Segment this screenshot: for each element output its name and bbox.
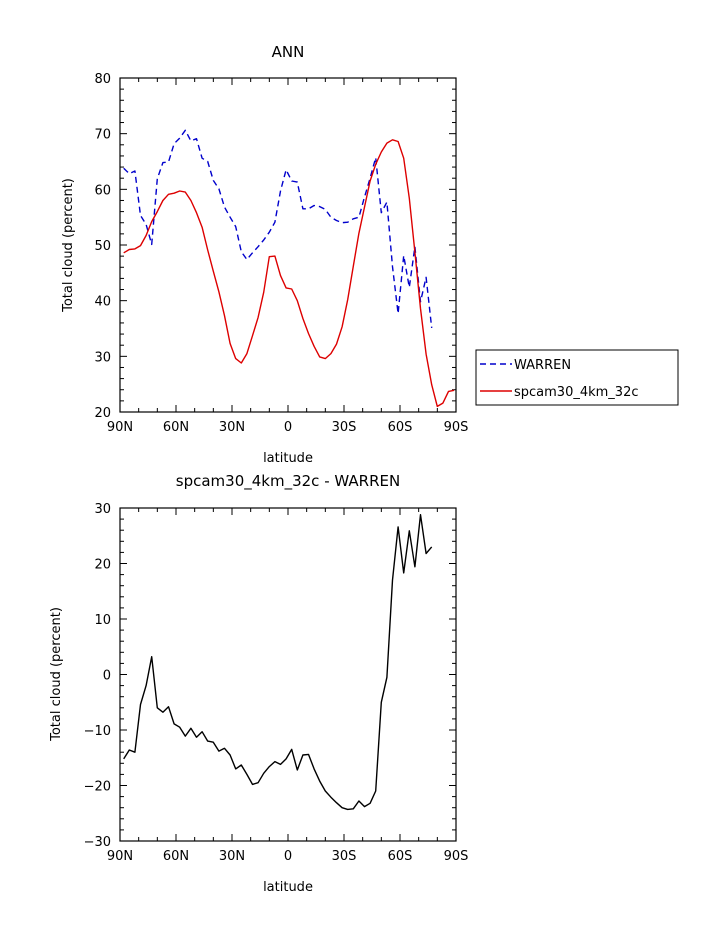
x-tick-label: 60S <box>388 420 413 435</box>
bottom-plot-lines <box>123 514 433 811</box>
series-line-warren <box>123 129 433 328</box>
x-tick-label: 90N <box>107 849 133 864</box>
x-tick-label: 30N <box>219 849 245 864</box>
y-tick-label: −10 <box>84 724 111 739</box>
x-tick-label: 0 <box>284 420 292 435</box>
y-tick-label: −30 <box>84 835 111 850</box>
y-tick-label: 30 <box>94 502 111 517</box>
bottom-x-axis-label: latitude <box>263 880 313 895</box>
x-tick-label: 60N <box>163 420 189 435</box>
y-tick-label: 40 <box>94 295 111 310</box>
legend-box <box>475 349 679 406</box>
bottom-axes: 90N 60N 30N 0 30S 60S 90S −30 −20 −10 0 10 20 30 <box>84 502 469 864</box>
series-line-difference <box>123 514 433 811</box>
y-tick-label: 60 <box>94 183 111 198</box>
top-plot-lines <box>123 129 455 408</box>
bottom-chart-title: spcam30_4km_32c - WARREN <box>176 472 400 491</box>
legend: WARREN spcam30_4km_32c <box>475 349 679 406</box>
x-tick-label: 30S <box>332 420 357 435</box>
y-tick-label: 0 <box>103 669 111 684</box>
bottom-panel-difference: spcam30_4km_32c - WARREN latitude Total … <box>49 472 468 895</box>
y-tick-label: 10 <box>94 613 111 628</box>
top-panel-ann: ANN latitude Total cloud (percent) 90N 60… <box>61 43 468 466</box>
top-x-axis-label: latitude <box>263 451 313 466</box>
x-tick-label: 30S <box>332 849 357 864</box>
bottom-plot-frame <box>119 507 457 842</box>
y-tick-label: 50 <box>94 239 111 254</box>
legend-label-spcam: spcam30_4km_32c <box>514 385 639 400</box>
top-axes: 90N 60N 30N 0 30S 60S 90S 20 30 40 50 60 70 80 <box>94 72 468 435</box>
x-tick-label: 90S <box>444 849 469 864</box>
top-y-axis-label: Total cloud (percent) <box>61 178 76 313</box>
legend-label-warren: WARREN <box>514 358 571 373</box>
y-tick-label: 20 <box>94 558 111 573</box>
y-tick-label: −20 <box>84 780 111 795</box>
x-tick-label: 90S <box>444 420 469 435</box>
top-plot-frame <box>119 77 457 413</box>
bottom-y-axis-label: Total cloud (percent) <box>49 607 64 742</box>
y-tick-label: 70 <box>94 128 111 143</box>
x-tick-label: 0 <box>284 849 292 864</box>
y-tick-label: 80 <box>94 72 111 87</box>
series-line-spcam30-4km-32c <box>123 139 455 408</box>
top-chart-title: ANN <box>272 43 305 61</box>
y-tick-label: 30 <box>94 350 111 365</box>
x-tick-label: 60S <box>388 849 413 864</box>
y-tick-label: 20 <box>94 406 111 421</box>
x-tick-label: 60N <box>163 849 189 864</box>
x-tick-label: 30N <box>219 420 245 435</box>
x-tick-label: 90N <box>107 420 133 435</box>
